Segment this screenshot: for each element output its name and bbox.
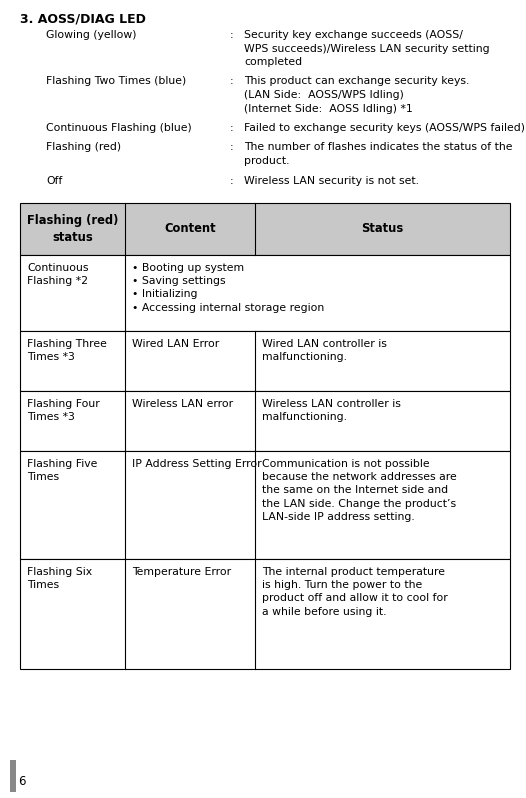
Text: WPS succeeds)/Wireless LAN security setting: WPS succeeds)/Wireless LAN security sett… — [244, 44, 490, 53]
Text: Glowing (yellow): Glowing (yellow) — [46, 30, 137, 40]
Bar — [20, 559, 510, 669]
Text: Flashing Five
Times: Flashing Five Times — [27, 459, 97, 482]
Text: Wired LAN controller is
malfunctioning.: Wired LAN controller is malfunctioning. — [262, 339, 387, 362]
Text: Flashing Three
Times *3: Flashing Three Times *3 — [27, 339, 107, 362]
Text: Flashing Four
Times *3: Flashing Four Times *3 — [27, 399, 100, 422]
Text: Content: Content — [165, 223, 216, 235]
Text: Flashing (red): Flashing (red) — [46, 143, 121, 152]
Text: :: : — [230, 30, 234, 40]
Text: Flashing (red)
status: Flashing (red) status — [27, 214, 118, 244]
Bar — [10, 760, 16, 792]
Text: Failed to exchange security keys (AOSS/WPS failed): Failed to exchange security keys (AOSS/W… — [244, 123, 525, 133]
Text: This product can exchange security keys.: This product can exchange security keys. — [244, 77, 469, 86]
Bar — [20, 451, 510, 559]
Text: Temperature Error: Temperature Error — [133, 567, 231, 577]
Bar — [20, 391, 510, 451]
Text: Communication is not possible
because the network addresses are
the same on the : Communication is not possible because th… — [262, 459, 457, 522]
Bar — [20, 255, 510, 331]
Text: Wireless LAN security is not set.: Wireless LAN security is not set. — [244, 176, 419, 185]
Text: (LAN Side:  AOSS/WPS Idling): (LAN Side: AOSS/WPS Idling) — [244, 90, 404, 100]
Bar — [20, 331, 510, 391]
Text: :: : — [230, 123, 234, 133]
Text: Flashing Two Times (blue): Flashing Two Times (blue) — [46, 77, 186, 86]
Text: :: : — [230, 176, 234, 185]
Text: The number of flashes indicates the status of the: The number of flashes indicates the stat… — [244, 143, 512, 152]
Text: 3. AOSS/DIAG LED: 3. AOSS/DIAG LED — [20, 12, 146, 25]
Text: Flashing Six
Times: Flashing Six Times — [27, 567, 92, 591]
Text: :: : — [230, 77, 234, 86]
Text: product.: product. — [244, 156, 289, 166]
Text: completed: completed — [244, 57, 302, 67]
Text: • Booting up system
• Saving settings
• Initializing
• Accessing internal storag: • Booting up system • Saving settings • … — [133, 263, 325, 313]
Text: Security key exchange succeeds (AOSS/: Security key exchange succeeds (AOSS/ — [244, 30, 463, 40]
Text: :: : — [230, 143, 234, 152]
Text: Wired LAN Error: Wired LAN Error — [133, 339, 219, 349]
Text: Off: Off — [46, 176, 63, 185]
Text: IP Address Setting Error: IP Address Setting Error — [133, 459, 262, 469]
Text: Continuous Flashing (blue): Continuous Flashing (blue) — [46, 123, 192, 133]
Text: Wireless LAN error: Wireless LAN error — [133, 399, 234, 409]
Bar — [20, 203, 510, 255]
Text: The internal product temperature
is high. Turn the power to the
product off and : The internal product temperature is high… — [262, 567, 448, 617]
Text: 6: 6 — [18, 775, 25, 788]
Text: Wireless LAN controller is
malfunctioning.: Wireless LAN controller is malfunctionin… — [262, 399, 401, 422]
Text: (Internet Side:  AOSS Idling) *1: (Internet Side: AOSS Idling) *1 — [244, 104, 413, 113]
Text: Status: Status — [361, 223, 404, 235]
Text: Continuous
Flashing *2: Continuous Flashing *2 — [27, 263, 88, 286]
